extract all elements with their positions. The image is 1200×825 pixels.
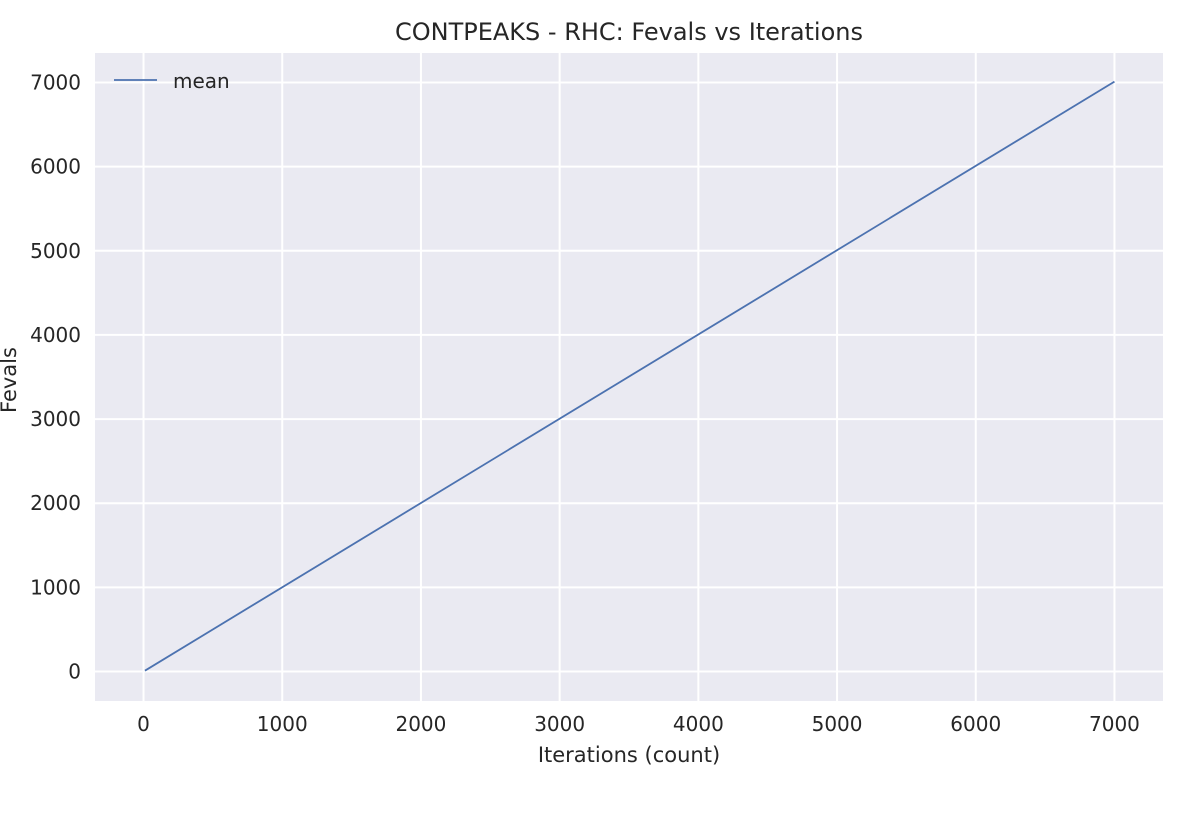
x-axis-label: Iterations (count) — [538, 743, 720, 767]
y-tick-label: 0 — [68, 660, 81, 684]
x-tick-label: 0 — [137, 712, 150, 736]
x-tick-label: 3000 — [534, 712, 585, 736]
legend-label-mean: mean — [173, 69, 230, 93]
chart-title: CONTPEAKS - RHC: Fevals vs Iterations — [395, 18, 863, 46]
series-line-mean — [144, 80, 1115, 672]
x-tick-label: 5000 — [812, 712, 863, 736]
y-tick-label: 7000 — [30, 70, 81, 94]
series-group — [144, 80, 1115, 672]
x-axis-ticks: 0 1000 2000 3000 4000 5000 6000 7000 — [137, 712, 1140, 736]
grid-lines — [95, 53, 1163, 701]
x-tick-label: 1000 — [257, 712, 308, 736]
y-tick-label: 6000 — [30, 155, 81, 179]
y-tick-label: 2000 — [30, 491, 81, 515]
x-tick-label: 2000 — [395, 712, 446, 736]
x-tick-label: 4000 — [673, 712, 724, 736]
x-tick-label: 6000 — [950, 712, 1001, 736]
y-tick-label: 3000 — [30, 407, 81, 431]
legend: mean — [114, 69, 230, 93]
x-tick-label: 7000 — [1089, 712, 1140, 736]
y-tick-label: 1000 — [30, 575, 81, 599]
y-tick-label: 5000 — [30, 239, 81, 263]
y-tick-label: 4000 — [30, 323, 81, 347]
y-axis-label: Fevals — [0, 347, 21, 413]
y-axis-ticks: 0 1000 2000 3000 4000 5000 6000 7000 — [30, 70, 81, 683]
